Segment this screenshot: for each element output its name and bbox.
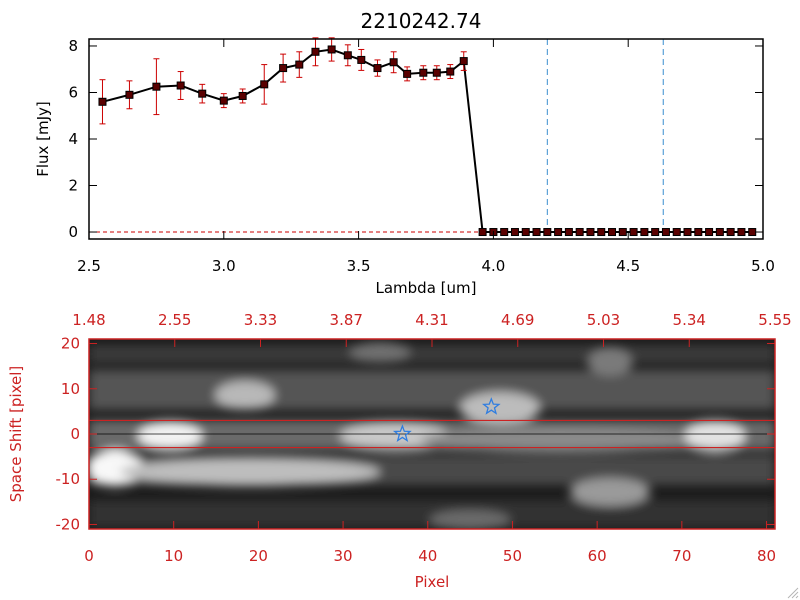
- wavelength-tick-label: 5.03: [587, 311, 620, 329]
- spatial-y-axis-label: Space Shift [pixel]: [7, 366, 25, 503]
- data-point: [532, 228, 541, 237]
- x-tick-label: 4.0: [481, 257, 505, 275]
- spectrum-x-axis-label: Lambda [um]: [376, 279, 477, 297]
- spectrum-line: [102, 48, 753, 233]
- shift-tick-label: -10: [56, 470, 81, 488]
- shift-tick-label: 0: [70, 425, 80, 443]
- pixel-tick-label: 70: [672, 547, 691, 565]
- data-point: [737, 228, 746, 237]
- data-point: [554, 228, 563, 237]
- data-point: [608, 228, 617, 237]
- data-point: [432, 68, 441, 77]
- data-point: [726, 228, 735, 237]
- data-point: [357, 55, 366, 64]
- data-point: [327, 45, 336, 54]
- data-point: [715, 228, 724, 237]
- spectrum-x-ticks: 2.5 3.0 3.5 4.0 4.5 5.0: [77, 39, 775, 275]
- pixel-tick-label: 10: [164, 547, 183, 565]
- wavelength-tick-label: 3.87: [330, 311, 363, 329]
- data-point: [343, 51, 352, 60]
- data-point: [661, 228, 670, 237]
- wavelength-tick-label: 5.55: [758, 311, 791, 329]
- data-point: [683, 228, 692, 237]
- shift-tick-label: 10: [61, 380, 80, 398]
- spatial-x-ticks: 0 10 20 30 40 50 60 70 80: [84, 521, 776, 565]
- y-tick-label: 8: [68, 37, 78, 55]
- pixel-tick-label: 30: [334, 547, 353, 565]
- data-point: [295, 60, 304, 69]
- y-tick-label: 0: [68, 223, 78, 241]
- spectrum-y-axis-label: Flux [mJy]: [34, 101, 52, 177]
- wavelength-tick-label: 3.33: [244, 311, 277, 329]
- data-point: [478, 228, 487, 237]
- data-point: [125, 90, 134, 99]
- shift-tick-label: -20: [56, 515, 81, 533]
- data-point: [694, 228, 703, 237]
- spatial-panel: 0 10 20 30 40 50 60 70 80 1.48 2.55 3.33 3.87 4.31 4.…: [7, 311, 792, 591]
- data-point: [564, 228, 573, 237]
- spatial-wavelength-ticks: 1.48 2.55 3.33 3.87 4.31 4.69 5.03 5.34 5.55: [72, 311, 792, 347]
- data-point: [198, 89, 207, 98]
- spectrum-plot-area: [89, 37, 763, 239]
- data-point: [373, 64, 382, 73]
- data-point: [748, 228, 757, 237]
- spatial-y-ticks: -20 -10 0 10 20: [56, 335, 775, 533]
- data-point: [389, 58, 398, 67]
- resize-grip-icon[interactable]: [787, 587, 799, 599]
- x-tick-label: 3.0: [212, 257, 236, 275]
- x-tick-label: 2.5: [77, 257, 101, 275]
- pixel-tick-label: 80: [757, 547, 776, 565]
- spectrum-panel: 2210242.74 2.5 3.0 3.5 4.0 4.5 5.0 0 2 4 6 8 Lamb…: [34, 9, 775, 297]
- data-point: [459, 57, 468, 66]
- pixel-tick-label: 20: [249, 547, 268, 565]
- target-star-icon: [392, 424, 412, 442]
- wavelength-tick-label: 4.31: [415, 311, 448, 329]
- data-point: [500, 228, 509, 237]
- data-point: [419, 68, 428, 77]
- data-point: [98, 97, 107, 106]
- data-point: [705, 228, 714, 237]
- data-point: [510, 228, 519, 237]
- shift-tick-label: 20: [61, 335, 80, 353]
- spectrum-y-ticks: 0 2 4 6 8: [68, 37, 763, 241]
- pixel-tick-label: 60: [588, 547, 607, 565]
- data-point: [651, 228, 660, 237]
- data-point: [672, 228, 681, 237]
- data-point: [521, 228, 530, 237]
- pixel-tick-label: 50: [503, 547, 522, 565]
- wavelength-tick-label: 2.55: [158, 311, 191, 329]
- data-point: [176, 81, 185, 90]
- pixel-tick-label: 0: [84, 547, 94, 565]
- data-point: [219, 96, 228, 105]
- y-tick-label: 2: [68, 177, 78, 195]
- data-point: [597, 228, 606, 237]
- data-point: [640, 228, 649, 237]
- data-point: [311, 47, 320, 56]
- data-point: [403, 69, 412, 78]
- data-point: [279, 64, 288, 73]
- wavelength-tick-label: 4.69: [501, 311, 534, 329]
- neighbor-star-icon: [481, 397, 501, 415]
- wavelength-tick-label: 5.34: [673, 311, 706, 329]
- spatial-x-axis-label: Pixel: [415, 573, 450, 591]
- x-tick-label: 4.5: [616, 257, 640, 275]
- spatial-overlay: [89, 397, 775, 449]
- data-point: [629, 228, 638, 237]
- data-point: [586, 228, 595, 237]
- data-point: [152, 82, 161, 91]
- x-tick-label: 3.5: [347, 257, 371, 275]
- chart-title: 2210242.74: [361, 9, 482, 33]
- data-point: [618, 228, 627, 237]
- data-point: [575, 228, 584, 237]
- pixel-tick-label: 40: [418, 547, 437, 565]
- x-tick-label: 5.0: [751, 257, 775, 275]
- y-tick-label: 4: [68, 130, 78, 148]
- data-point: [238, 91, 247, 100]
- data-point: [260, 80, 269, 89]
- data-point: [446, 67, 455, 76]
- y-tick-label: 6: [68, 83, 78, 101]
- wavelength-tick-label: 1.48: [72, 311, 105, 329]
- data-point: [543, 228, 552, 237]
